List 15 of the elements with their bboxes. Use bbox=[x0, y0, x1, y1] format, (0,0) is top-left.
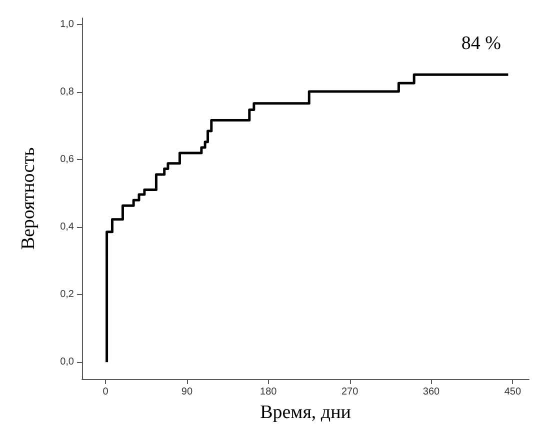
x-tick-label: 90 bbox=[181, 386, 193, 398]
y-axis-title: Вероятность bbox=[18, 147, 39, 250]
y-tick-label: 0,4 bbox=[60, 222, 74, 233]
x-tick-label: 360 bbox=[422, 386, 440, 398]
y-tick-label: 0,2 bbox=[60, 289, 74, 300]
y-tick-label: 0,6 bbox=[60, 154, 74, 166]
annotation: 84 % bbox=[461, 33, 502, 54]
x-tick-label: 0 bbox=[102, 386, 109, 398]
x-axis-title: Время, дни bbox=[260, 402, 351, 423]
y-tick-label: 0,8 bbox=[60, 86, 74, 98]
x-tick-label: 180 bbox=[260, 386, 278, 398]
y-tick-label: 1,0 bbox=[60, 19, 74, 30]
x-tick-label: 270 bbox=[341, 386, 359, 398]
y-tick-label: 0,0 bbox=[60, 356, 74, 368]
x-tick-label: 450 bbox=[504, 386, 522, 398]
